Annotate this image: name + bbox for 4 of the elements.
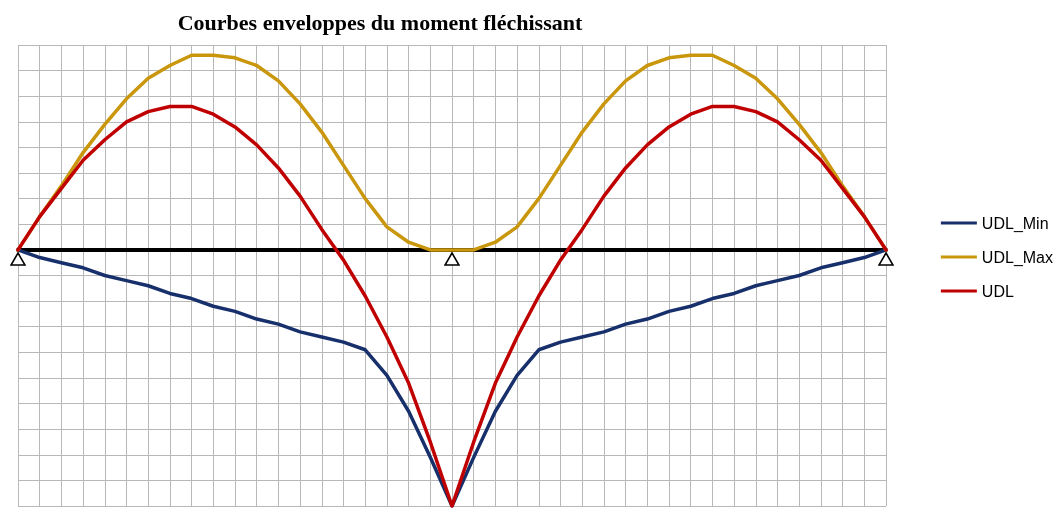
legend-label: UDL_Max [981,248,1054,267]
legend-label: UDL_Min [981,214,1049,233]
chart-title: Courbes enveloppes du moment fléchissant [177,9,583,35]
legend-label: UDL [981,282,1014,300]
